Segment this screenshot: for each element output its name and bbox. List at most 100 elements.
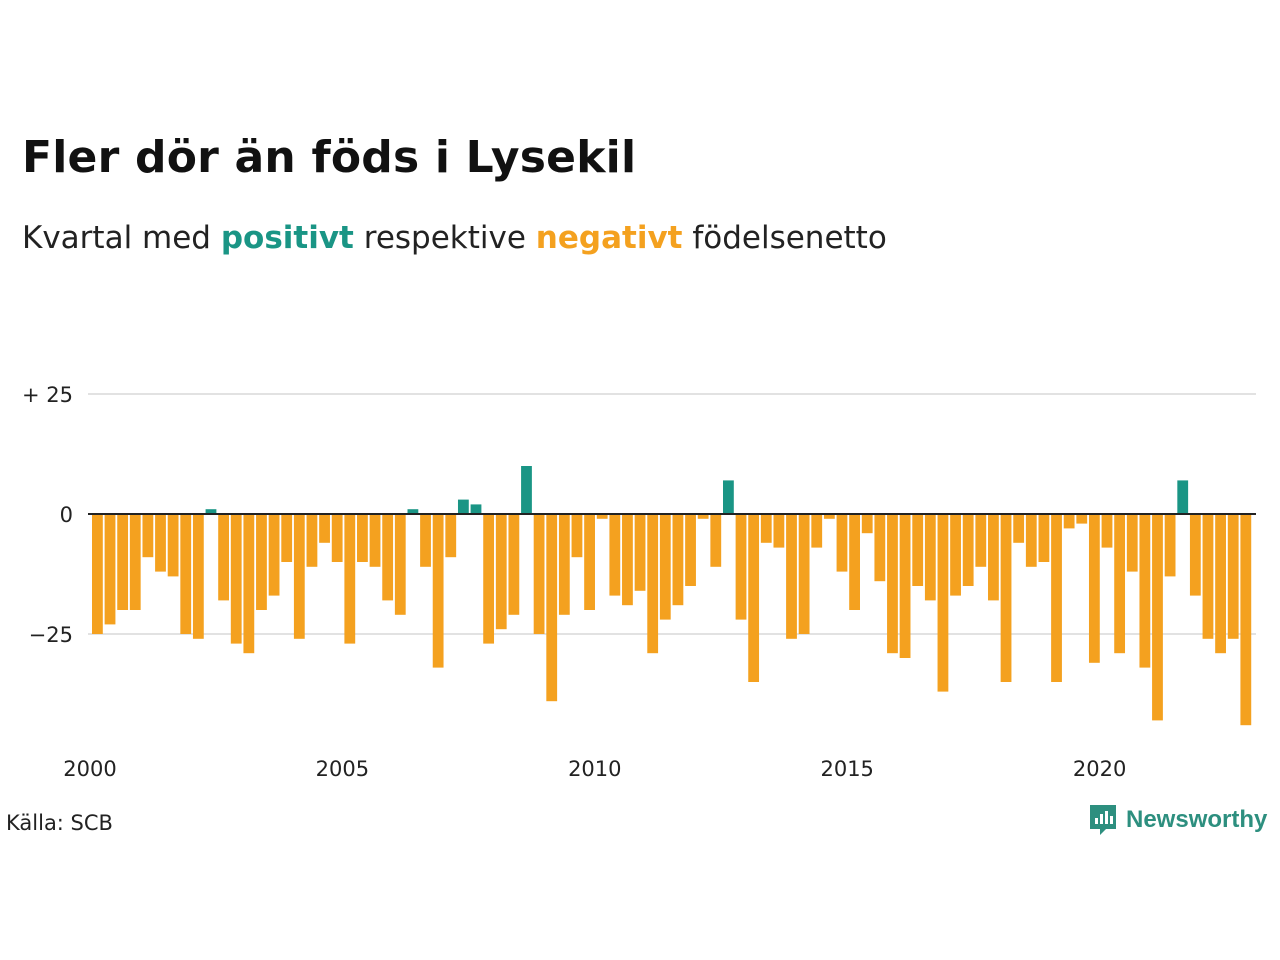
bar-10 bbox=[218, 514, 229, 601]
bar-74 bbox=[1025, 514, 1037, 567]
bar-17 bbox=[306, 514, 318, 567]
bar-chart: + 25 0 −25 2000 2005 2010 2015 2020 bbox=[22, 383, 1256, 781]
x-tick-label: 2005 bbox=[316, 757, 369, 781]
newsworthy-logo-icon bbox=[1090, 805, 1116, 835]
bar-5 bbox=[155, 514, 166, 572]
brand-name: Newsworthy bbox=[1126, 806, 1268, 833]
bar-73 bbox=[1013, 514, 1025, 543]
bar-8 bbox=[192, 514, 204, 639]
bar-18 bbox=[319, 514, 330, 543]
bar-66 bbox=[924, 514, 936, 601]
bar-32 bbox=[495, 514, 507, 630]
bar-12 bbox=[243, 514, 255, 654]
bar-77 bbox=[1063, 514, 1075, 529]
y-tick-label: −25 bbox=[29, 623, 73, 647]
bar-51 bbox=[735, 514, 747, 620]
bar-40 bbox=[596, 514, 608, 519]
bar-6 bbox=[167, 514, 179, 577]
bar-56 bbox=[798, 514, 810, 634]
bar-60 bbox=[849, 514, 860, 610]
bar-43 bbox=[634, 514, 646, 591]
subtitle-positive: positivt bbox=[220, 220, 354, 256]
bar-45 bbox=[659, 514, 671, 620]
bar-86 bbox=[1177, 480, 1189, 514]
bar-37 bbox=[558, 514, 570, 615]
source-note: Källa: SCB bbox=[6, 811, 113, 835]
bar-87 bbox=[1189, 514, 1201, 596]
subtitle-prefix: Kvartal med bbox=[22, 220, 211, 256]
bar-13 bbox=[256, 514, 267, 610]
bar-3 bbox=[129, 514, 141, 610]
bar-54 bbox=[773, 514, 785, 548]
bar-58 bbox=[823, 514, 835, 519]
bar-63 bbox=[887, 514, 898, 654]
bar-29 bbox=[457, 499, 469, 514]
subtitle-suffix: födelsenetto bbox=[692, 220, 887, 256]
bar-42 bbox=[622, 514, 633, 606]
bar-68 bbox=[950, 514, 961, 596]
bar-26 bbox=[420, 514, 431, 567]
bar-46 bbox=[672, 514, 684, 606]
bar-7 bbox=[180, 514, 192, 634]
bar-52 bbox=[748, 514, 760, 682]
bar-84 bbox=[1152, 514, 1163, 721]
labels-layer: + 25 0 −25 2000 2005 2010 2015 2020 bbox=[22, 383, 1126, 781]
bar-27 bbox=[432, 514, 444, 668]
bar-83 bbox=[1139, 514, 1151, 668]
bar-20 bbox=[344, 514, 356, 644]
bar-59 bbox=[836, 514, 848, 572]
bar-31 bbox=[483, 514, 495, 644]
bar-69 bbox=[962, 514, 974, 586]
bar-61 bbox=[861, 514, 873, 534]
bar-25 bbox=[407, 509, 419, 514]
subtitle-negative: negativt bbox=[535, 220, 683, 256]
bar-9 bbox=[205, 509, 217, 514]
subtitle-middle: respektive bbox=[363, 220, 526, 256]
bar-39 bbox=[584, 514, 595, 610]
x-tick-label: 2015 bbox=[820, 757, 873, 781]
bar-53 bbox=[760, 514, 772, 543]
bar-75 bbox=[1038, 514, 1050, 562]
bar-2 bbox=[117, 514, 129, 610]
bar-79 bbox=[1088, 514, 1100, 663]
bar-35 bbox=[533, 514, 545, 634]
bar-4 bbox=[142, 514, 154, 558]
bar-30 bbox=[470, 504, 482, 514]
bar-1 bbox=[104, 514, 116, 625]
bar-38 bbox=[571, 514, 583, 558]
bar-36 bbox=[546, 514, 558, 702]
bar-70 bbox=[975, 514, 987, 567]
bar-0 bbox=[92, 514, 103, 634]
chart-subtitle: Kvartal med positivt respektive negativt… bbox=[22, 220, 887, 256]
bar-21 bbox=[357, 514, 368, 562]
bar-72 bbox=[1000, 514, 1012, 682]
bar-81 bbox=[1114, 514, 1126, 654]
bar-67 bbox=[937, 514, 949, 692]
bar-65 bbox=[912, 514, 924, 586]
bar-55 bbox=[786, 514, 797, 639]
y-tick-label: 0 bbox=[60, 503, 73, 527]
bar-71 bbox=[988, 514, 999, 601]
bar-44 bbox=[647, 514, 659, 654]
bar-76 bbox=[1051, 514, 1062, 682]
bars-layer bbox=[92, 466, 1252, 726]
bar-47 bbox=[685, 514, 696, 586]
bar-16 bbox=[293, 514, 305, 639]
bar-80 bbox=[1101, 514, 1113, 548]
x-tick-label: 2020 bbox=[1073, 757, 1126, 781]
chart-title: Fler dör än föds i Lysekil bbox=[22, 132, 637, 183]
bar-57 bbox=[811, 514, 823, 548]
bar-28 bbox=[445, 514, 457, 558]
bar-11 bbox=[230, 514, 242, 644]
bar-34 bbox=[521, 466, 532, 514]
bar-82 bbox=[1126, 514, 1138, 572]
bar-64 bbox=[899, 514, 911, 658]
bar-41 bbox=[609, 514, 621, 596]
bar-23 bbox=[382, 514, 394, 601]
bar-14 bbox=[268, 514, 280, 596]
bar-19 bbox=[331, 514, 343, 562]
bar-50 bbox=[723, 480, 734, 514]
bar-90 bbox=[1227, 514, 1239, 639]
bar-15 bbox=[281, 514, 293, 562]
bar-33 bbox=[508, 514, 520, 615]
